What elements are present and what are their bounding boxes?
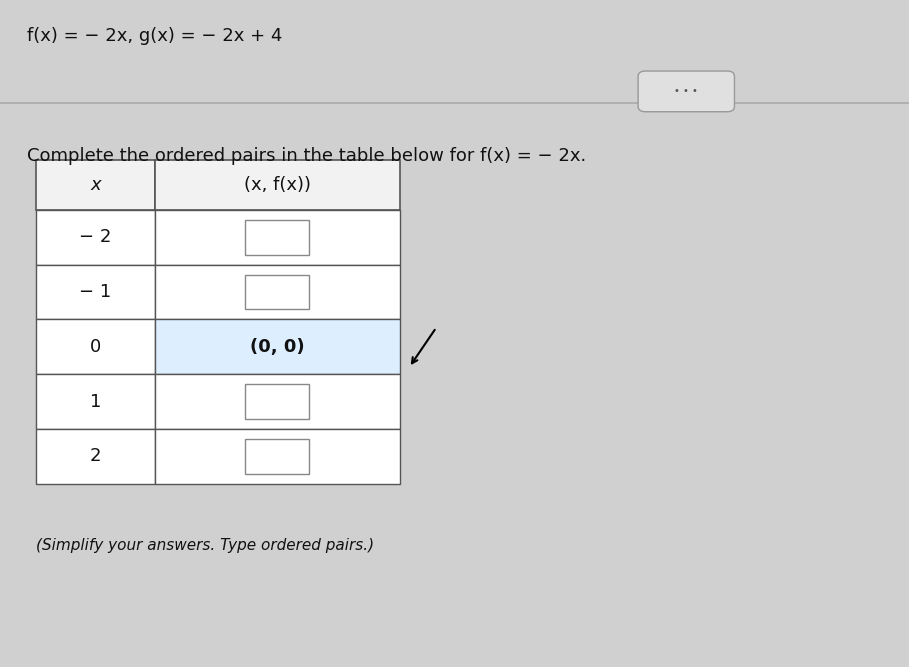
Bar	[155, 265, 400, 319]
Text: 0: 0	[90, 338, 101, 356]
Bar	[155, 319, 400, 374]
Text: Complete the ordered pairs in the table below for f(x) = − 2x.: Complete the ordered pairs in the table …	[27, 147, 586, 165]
Text: − 2: − 2	[79, 229, 112, 246]
Text: f(x) = − 2x, g(x) = − 2x + 4: f(x) = − 2x, g(x) = − 2x + 4	[27, 27, 283, 45]
Text: (Simplify your answers. Type ordered pairs.): (Simplify your answers. Type ordered pai…	[36, 538, 375, 553]
Bar	[36, 160, 155, 210]
Text: (x, f(x)): (x, f(x))	[244, 176, 311, 194]
Bar	[36, 429, 155, 484]
FancyBboxPatch shape	[638, 71, 734, 111]
Text: 2: 2	[90, 448, 101, 465]
Text: (0, 0): (0, 0)	[250, 338, 305, 356]
Text: − 1: − 1	[79, 283, 112, 301]
Bar	[245, 220, 309, 255]
Bar	[155, 429, 400, 484]
Bar	[36, 319, 155, 374]
Bar	[245, 384, 309, 419]
Bar	[36, 210, 155, 265]
Bar	[155, 160, 400, 210]
Bar	[36, 265, 155, 319]
Text: 1: 1	[90, 393, 101, 410]
Bar	[245, 275, 309, 309]
Bar	[245, 439, 309, 474]
Bar	[155, 210, 400, 265]
Bar	[36, 374, 155, 429]
Text: • • •: • • •	[674, 87, 698, 96]
Text: x: x	[90, 176, 101, 194]
Bar	[155, 374, 400, 429]
